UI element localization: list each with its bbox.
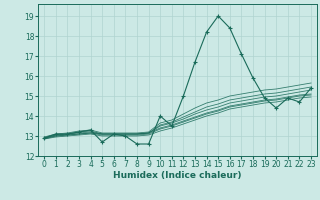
- X-axis label: Humidex (Indice chaleur): Humidex (Indice chaleur): [113, 171, 242, 180]
